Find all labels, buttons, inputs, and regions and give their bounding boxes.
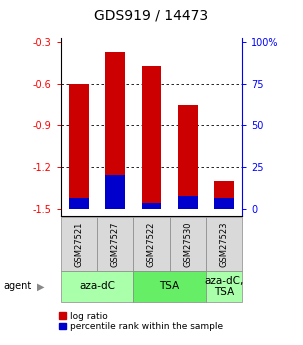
Bar bbox=[69, 84, 89, 209]
Bar bbox=[105, 52, 125, 209]
Bar bbox=[133, 217, 170, 271]
Bar bbox=[178, 196, 198, 209]
Text: GSM27527: GSM27527 bbox=[111, 221, 120, 267]
Text: ▶: ▶ bbox=[37, 282, 45, 291]
Bar bbox=[142, 66, 161, 209]
Bar bbox=[142, 203, 161, 209]
Bar bbox=[206, 217, 242, 271]
Bar bbox=[69, 198, 89, 209]
Text: aza-dC,
TSA: aza-dC, TSA bbox=[205, 276, 244, 297]
Text: GSM27530: GSM27530 bbox=[183, 221, 192, 267]
Bar bbox=[97, 217, 133, 271]
Text: TSA: TSA bbox=[160, 282, 180, 291]
Text: agent: agent bbox=[3, 282, 31, 291]
Bar bbox=[61, 217, 97, 271]
Text: GSM27521: GSM27521 bbox=[74, 221, 83, 267]
Bar bbox=[105, 175, 125, 209]
Bar bbox=[206, 271, 242, 302]
Text: GSM27523: GSM27523 bbox=[220, 221, 229, 267]
Text: aza-dC: aza-dC bbox=[79, 282, 115, 291]
Text: GDS919 / 14473: GDS919 / 14473 bbox=[95, 9, 208, 22]
Text: GSM27522: GSM27522 bbox=[147, 221, 156, 267]
Legend: log ratio, percentile rank within the sample: log ratio, percentile rank within the sa… bbox=[59, 312, 223, 331]
Bar bbox=[178, 105, 198, 209]
Bar bbox=[214, 198, 234, 209]
Bar bbox=[214, 181, 234, 209]
Bar bbox=[133, 271, 206, 302]
Bar bbox=[170, 217, 206, 271]
Bar bbox=[61, 271, 133, 302]
